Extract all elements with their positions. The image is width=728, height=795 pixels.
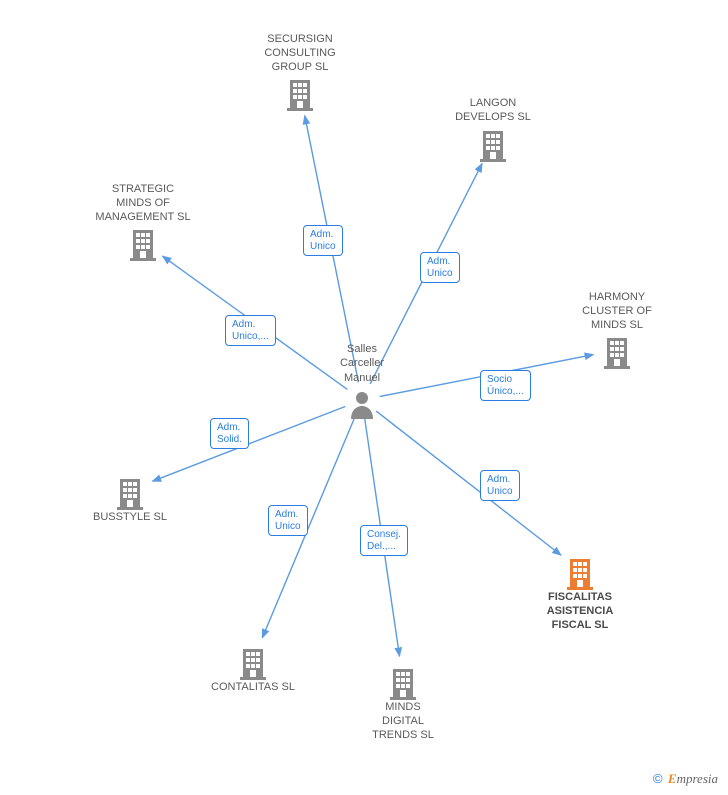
center-person-node: Salles Carceller Manuel [327, 342, 397, 419]
company-node-harmony[interactable]: HARMONY CLUSTER OF MINDS SL [557, 291, 677, 370]
edge-label: Consej. Del.,... [360, 525, 408, 556]
company-node-minds[interactable]: MINDS DIGITAL TRENDS SL [343, 663, 463, 742]
building-icon [478, 129, 508, 163]
company-node-busstyle[interactable]: BUSSTYLE SL [70, 473, 190, 525]
company-label: FISCALITAS ASISTENCIA FISCAL SL [520, 591, 640, 632]
company-node-strategic[interactable]: STRATEGIC MINDS OF MANAGEMENT SL [83, 183, 203, 262]
center-person-label: Salles Carceller Manuel [327, 342, 397, 385]
watermark: © Empresia [653, 771, 718, 787]
company-label: BUSSTYLE SL [70, 511, 190, 525]
company-node-contalitas[interactable]: CONTALITAS SL [193, 643, 313, 695]
watermark-brand: Empresia [668, 771, 718, 786]
building-icon [602, 336, 632, 370]
edge-label: Adm. Unico,... [225, 315, 276, 346]
edge-label: Adm. Unico [268, 505, 308, 536]
company-label: STRATEGIC MINDS OF MANAGEMENT SL [83, 183, 203, 224]
company-node-langon[interactable]: LANGON DEVELOPS SL [433, 97, 553, 163]
company-label: MINDS DIGITAL TRENDS SL [343, 701, 463, 742]
company-label: CONTALITAS SL [193, 681, 313, 695]
edge-label: Adm. Unico [480, 470, 520, 501]
building-icon [388, 667, 418, 701]
company-label: LANGON DEVELOPS SL [433, 97, 553, 125]
building-icon [238, 647, 268, 681]
company-node-fiscalitas[interactable]: FISCALITAS ASISTENCIA FISCAL SL [520, 553, 640, 632]
company-label: HARMONY CLUSTER OF MINDS SL [557, 291, 677, 332]
person-icon [349, 391, 375, 419]
building-icon [115, 477, 145, 511]
edge-label: Socio Único,... [480, 370, 531, 401]
copyright-symbol: © [653, 771, 663, 786]
edge-label: Adm. Unico [420, 252, 460, 283]
building-icon [565, 557, 595, 591]
company-label: SECURSIGN CONSULTING GROUP SL [240, 33, 360, 74]
building-icon [285, 78, 315, 112]
company-node-secursign[interactable]: SECURSIGN CONSULTING GROUP SL [240, 33, 360, 112]
building-icon [128, 228, 158, 262]
edge-label: Adm. Solid. [210, 418, 249, 449]
diagram-canvas: Salles Carceller Manuel SECURSIGN CONSUL… [0, 0, 728, 795]
edge-label: Adm. Unico [303, 225, 343, 256]
